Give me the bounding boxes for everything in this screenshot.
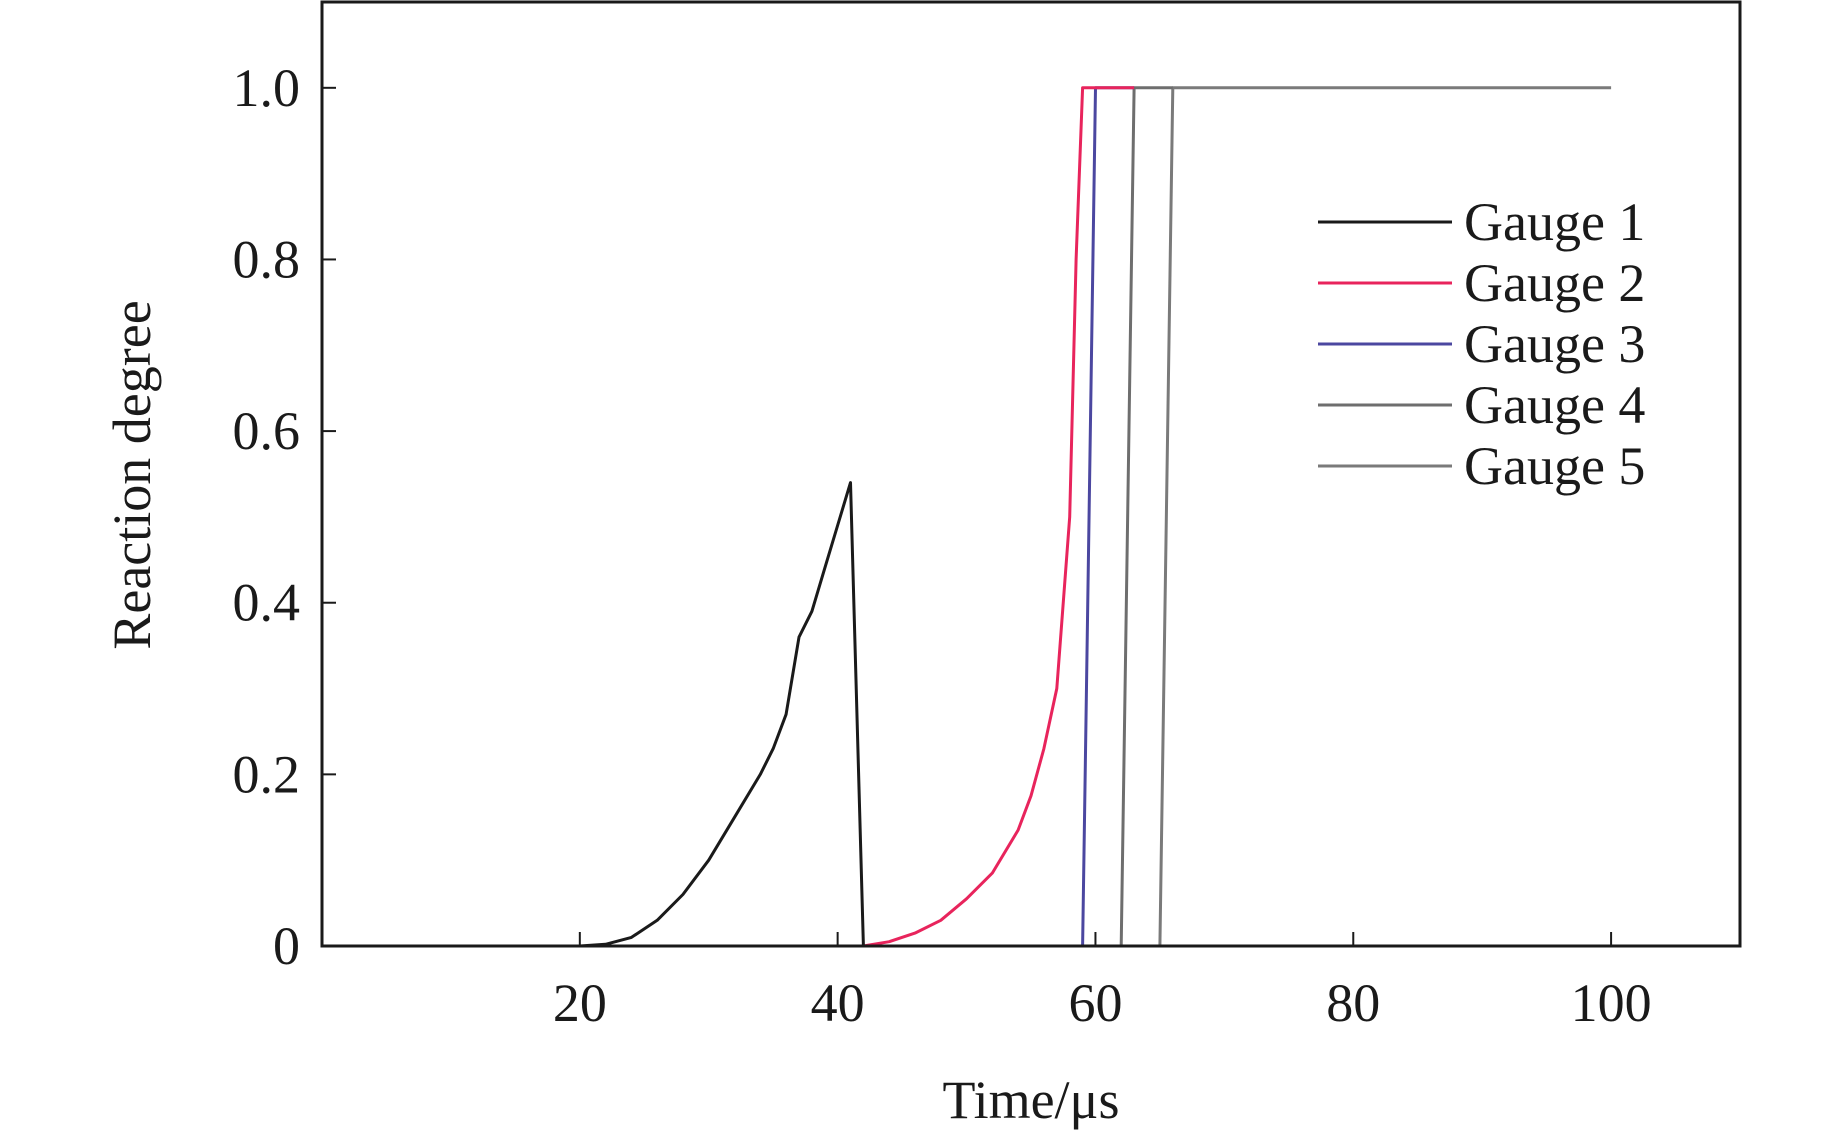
x-axis-label: Time/μs <box>942 1070 1119 1130</box>
legend-label-gauge-1: Gauge 1 <box>1464 192 1645 252</box>
y-tick-label: 0.4 <box>233 573 301 633</box>
x-tick-label: 100 <box>1571 973 1652 1033</box>
x-axis-ticks: 20 40 60 80 100 <box>553 932 1652 1033</box>
series-line-gauge-1 <box>322 481 1740 948</box>
legend-label-gauge-3: Gauge 3 <box>1464 314 1645 374</box>
y-tick-label: 0 <box>273 916 300 976</box>
y-tick-label: 0.2 <box>233 744 301 804</box>
y-axis-label: Reaction degree <box>102 300 162 649</box>
y-tick-label: 0.6 <box>233 401 301 461</box>
x-tick-label: 20 <box>553 973 607 1033</box>
series-layer <box>322 86 1740 948</box>
legend-label-gauge-5: Gauge 5 <box>1464 436 1645 496</box>
series-line-gauge-2 <box>863 86 1135 948</box>
y-axis-ticks: 0 0.2 0.4 0.6 0.8 1.0 <box>233 58 336 976</box>
series-line-gauge-3 <box>863 86 1135 948</box>
y-tick-label: 0.8 <box>233 229 301 289</box>
x-tick-label: 80 <box>1326 973 1380 1033</box>
x-tick-label: 60 <box>1068 973 1122 1033</box>
legend-label-gauge-2: Gauge 2 <box>1464 253 1645 313</box>
x-tick-label: 40 <box>811 973 865 1033</box>
y-tick-label: 1.0 <box>233 58 301 118</box>
legend-label-gauge-4: Gauge 4 <box>1464 375 1645 435</box>
